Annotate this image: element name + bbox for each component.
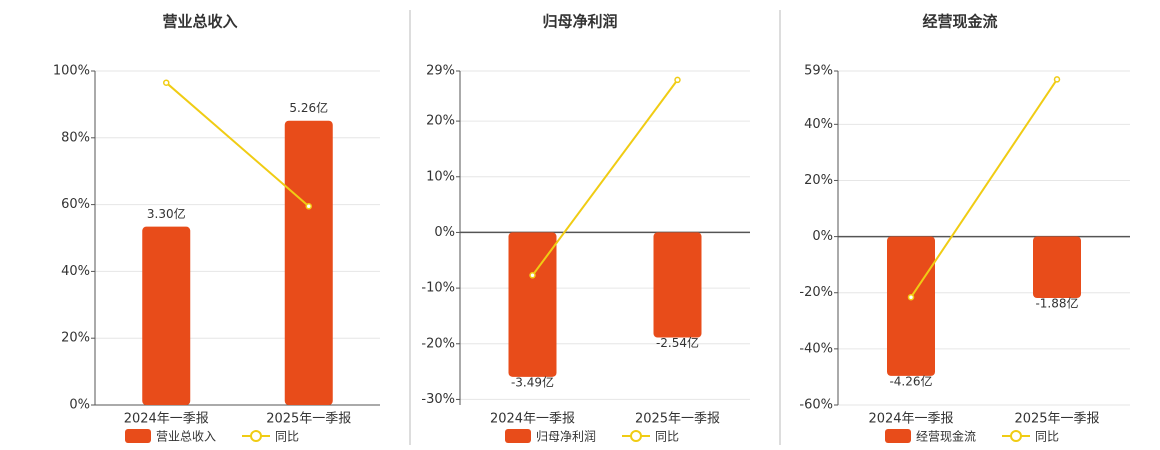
y-tick-label: 0% xyxy=(812,229,833,244)
legend-label: 同比 xyxy=(655,430,679,444)
x-tick-label: 2024年一季报 xyxy=(124,412,209,427)
point xyxy=(674,76,681,84)
y-tick-label: 80% xyxy=(61,130,90,145)
legend-label: 归母净利润 xyxy=(536,430,596,444)
y-tick-label: 59% xyxy=(804,64,833,79)
y-tick-label: 100% xyxy=(53,64,90,79)
line xyxy=(910,78,1058,298)
legend-marker xyxy=(630,430,642,442)
y-tick-label: -30% xyxy=(421,392,455,407)
bar xyxy=(284,120,333,405)
value-label: 3.30亿 xyxy=(147,206,186,221)
legend-marker xyxy=(250,430,262,442)
legend-label: 经营现金流 xyxy=(916,429,976,444)
y-tick-label: 20% xyxy=(426,114,455,129)
point xyxy=(529,272,536,279)
point xyxy=(163,79,170,86)
y-tick-label: 60% xyxy=(61,197,90,212)
y-tick-label: 40% xyxy=(61,264,90,279)
point xyxy=(907,293,915,301)
legend-swatch xyxy=(505,429,531,443)
chart-title: 营业总收入 xyxy=(162,13,237,31)
bar xyxy=(508,232,557,377)
y-tick-label: -40% xyxy=(799,341,833,356)
x-tick-label: 2024年一季报 xyxy=(868,412,953,427)
value-label: -3.49亿 xyxy=(511,374,554,389)
y-tick-label: -60% xyxy=(799,398,833,413)
y-tick-label: -10% xyxy=(421,281,455,296)
point xyxy=(305,203,312,210)
legend-label: 同比 xyxy=(275,430,299,444)
line xyxy=(531,79,679,276)
chart-title: 经营现金流 xyxy=(922,13,997,31)
y-tick-label: 20% xyxy=(61,331,90,346)
y-tick-label: -20% xyxy=(799,285,833,300)
legend-label: 同比 xyxy=(1035,430,1059,444)
y-tick-label: 0% xyxy=(69,398,90,413)
value-label: -1.88亿 xyxy=(1035,296,1078,311)
y-tick-label: 20% xyxy=(804,173,833,188)
y-tick-label: 0% xyxy=(434,225,455,240)
legend-swatch xyxy=(125,429,151,443)
bar xyxy=(1033,236,1081,299)
legend-label: 营业总收入 xyxy=(156,430,216,444)
legend-swatch xyxy=(885,429,911,443)
y-tick-label: 10% xyxy=(426,169,455,184)
x-tick-label: 2025年一季报 xyxy=(1014,412,1099,427)
point xyxy=(1053,76,1061,83)
x-tick-label: 2025年一季报 xyxy=(635,412,720,427)
x-tick-label: 2024年一季报 xyxy=(490,412,575,427)
bar xyxy=(887,236,935,376)
chart-title: 归母净利润 xyxy=(542,13,617,31)
legend-marker xyxy=(1010,430,1022,442)
x-tick-label: 2025年一季报 xyxy=(266,412,351,427)
value-label: -2.54亿 xyxy=(656,335,699,350)
line xyxy=(165,81,310,208)
bar xyxy=(142,226,191,405)
value-label: -4.26亿 xyxy=(889,373,932,388)
value-label: 5.26亿 xyxy=(289,100,328,115)
y-tick-label: -20% xyxy=(421,336,455,351)
y-tick-label: 29% xyxy=(426,64,455,79)
y-tick-label: 40% xyxy=(804,117,833,132)
bar xyxy=(653,232,702,338)
